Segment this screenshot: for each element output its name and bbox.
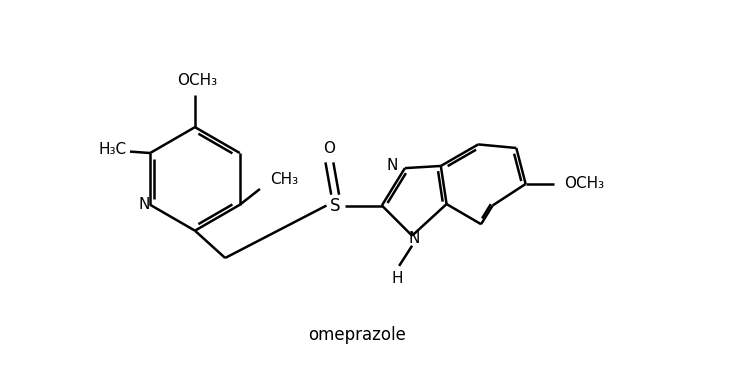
Text: O: O <box>323 141 335 156</box>
Text: H: H <box>392 271 404 286</box>
Text: H₃C: H₃C <box>98 142 127 157</box>
Text: omeprazole: omeprazole <box>308 326 406 344</box>
Text: N: N <box>409 231 420 246</box>
Text: CH₃: CH₃ <box>270 172 298 187</box>
Text: OCH₃: OCH₃ <box>177 73 217 88</box>
Text: S: S <box>330 196 340 215</box>
Text: OCH₃: OCH₃ <box>564 176 605 191</box>
Text: N: N <box>387 158 398 173</box>
Text: N: N <box>139 197 150 212</box>
